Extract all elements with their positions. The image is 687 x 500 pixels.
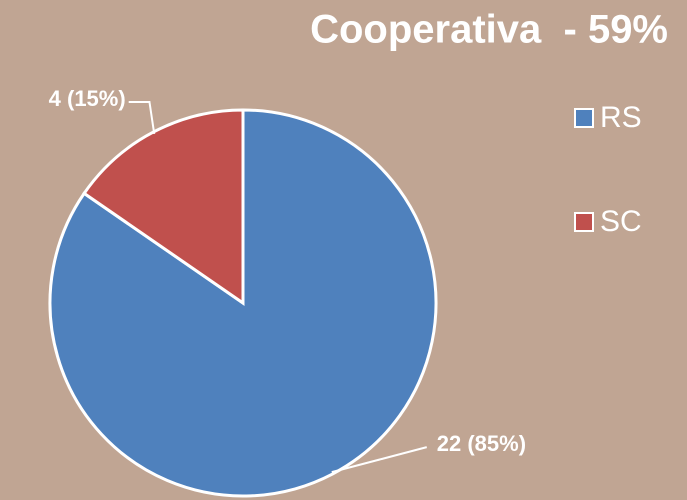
legend-label: RS: [600, 101, 642, 134]
chart-title: Cooperativa - 59%: [310, 8, 668, 52]
legend-label: SC: [600, 205, 642, 238]
leader-line: [331, 446, 428, 474]
data-label: 4 (15%): [49, 86, 126, 111]
data-label: 22 (85%): [437, 431, 526, 456]
leader-line: [128, 100, 156, 135]
legend-swatch: [574, 108, 594, 128]
legend-swatch: [574, 212, 594, 232]
pie-slice: [48, 108, 438, 498]
